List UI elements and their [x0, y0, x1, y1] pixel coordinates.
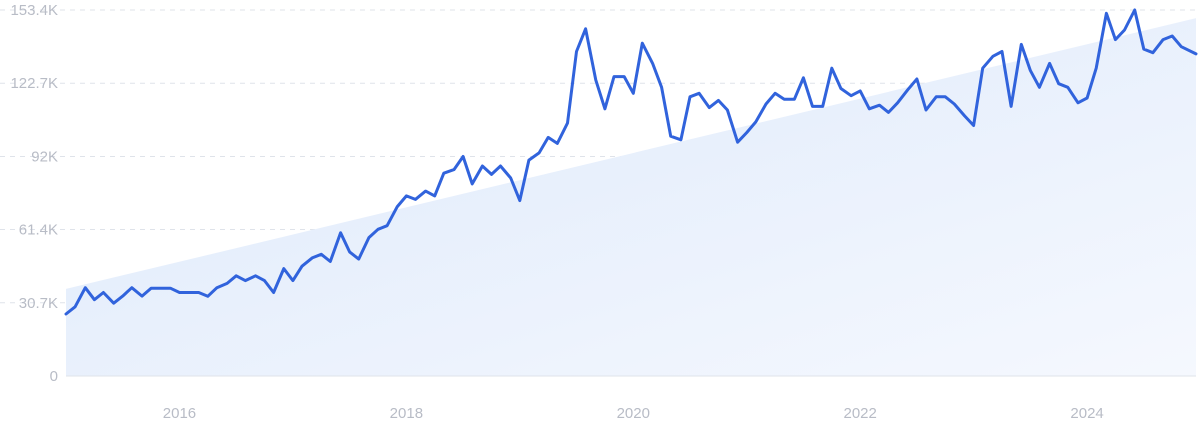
series-line — [64, 8, 1198, 316]
y-tick-label: 30.7K — [19, 295, 58, 312]
x-axis-ticks: 2016 2018 2020 2022 2024 — [163, 405, 1104, 422]
x-tick-label: 2016 — [163, 405, 196, 422]
y-tick-label: 122.7K — [10, 75, 58, 92]
y-tick-label: 92K — [31, 148, 58, 165]
x-tick-label: 2020 — [617, 405, 650, 422]
y-tick-label: 61.4K — [19, 222, 58, 239]
y-axis-ticks: 0 30.7K 61.4K 92K 122.7K 153.4K — [10, 2, 58, 385]
x-tick-label: 2018 — [390, 405, 423, 422]
y-tick-label: 0 — [50, 368, 58, 385]
trend-area — [66, 18, 1196, 377]
x-tick-label: 2022 — [843, 405, 876, 422]
x-tick-label: 2024 — [1070, 405, 1103, 422]
y-tick-label: 153.4K — [10, 2, 58, 19]
